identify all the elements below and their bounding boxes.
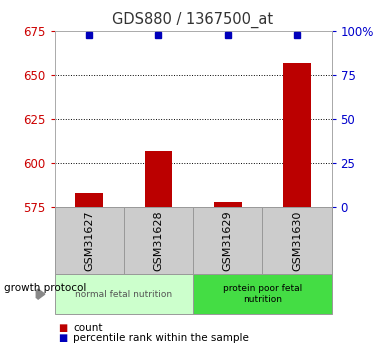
Text: protein poor fetal
nutrition: protein poor fetal nutrition <box>223 284 302 304</box>
Text: GSM31628: GSM31628 <box>153 210 163 271</box>
Text: GSM31629: GSM31629 <box>223 210 233 271</box>
Text: GSM31630: GSM31630 <box>292 210 302 271</box>
Bar <box>283 63 311 207</box>
Bar <box>145 151 172 207</box>
Bar <box>214 202 241 207</box>
Bar <box>75 193 103 207</box>
Text: count: count <box>73 324 103 333</box>
Title: GDS880 / 1367500_at: GDS880 / 1367500_at <box>112 12 274 28</box>
Text: GSM31627: GSM31627 <box>84 210 94 271</box>
Text: ■: ■ <box>58 333 68 343</box>
Text: growth protocol: growth protocol <box>4 283 86 293</box>
Text: normal fetal nutrition: normal fetal nutrition <box>75 289 172 299</box>
Text: percentile rank within the sample: percentile rank within the sample <box>73 333 249 343</box>
Text: ■: ■ <box>58 324 68 333</box>
